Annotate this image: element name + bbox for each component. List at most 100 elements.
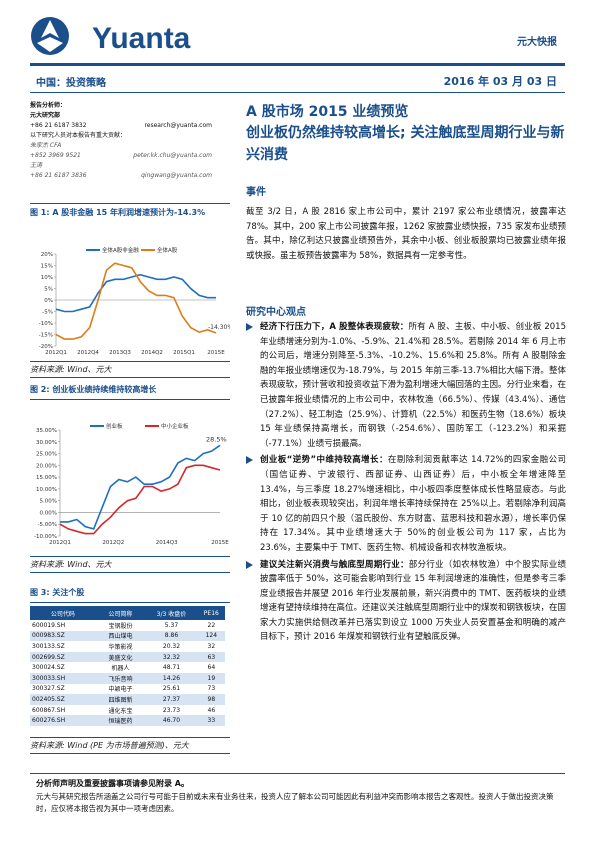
table-cell: 恒瑞医药 xyxy=(95,715,146,726)
stock-table: 公司代码 公司简称 3/3 收盘价 PE16 600019.SH 宝钢股份 5.37 22 0… xyxy=(30,606,225,726)
contributor-email[interactable]: qingwang@yuanta.com xyxy=(141,172,212,179)
figure-3-source: 资料来源: Wind (PE 为市场普遍预测)、元大 xyxy=(30,741,189,750)
y-tick-label: 35.00% xyxy=(36,428,57,434)
table-cell: 600019.SH xyxy=(32,621,66,629)
table-cell: 23.73 xyxy=(162,706,181,714)
viewpoint-text: 所有 A 股、主板、中小板、创业板 2015 年业绩增速分别为-1.0%、-5.… xyxy=(260,322,567,449)
y-tick-label: -15% xyxy=(39,333,53,339)
contributor-phone: +86 21 6187 3836 xyxy=(30,172,87,179)
brand-name: Yuanta xyxy=(92,22,191,55)
contributor-name: 朱家杰 CFA xyxy=(30,142,62,149)
table-cell: 63 xyxy=(197,651,225,663)
y-tick-label: 0% xyxy=(44,298,53,304)
y-tick-label: -10.00% xyxy=(34,534,57,540)
table-cell: 300133.SZ xyxy=(32,642,65,650)
table-cell: 西山煤电 xyxy=(95,630,146,642)
figure-2: 图 2: 创业板业绩持续维持较高增长 xyxy=(30,384,230,400)
source-rule xyxy=(30,753,230,754)
table-row: 002405.SZ 四维图新 27.37 98 xyxy=(30,694,225,705)
x-tick-label: 2015E xyxy=(207,350,225,356)
table-cell: 机器人 xyxy=(111,665,130,673)
analyst-label: 报告分析师： xyxy=(30,102,67,109)
legend-label: 创业板 xyxy=(106,422,123,430)
table-cell: 124 xyxy=(197,630,225,642)
series-line-1 xyxy=(55,273,216,313)
y-tick-label: 15.00% xyxy=(36,475,57,481)
source-rule xyxy=(30,572,230,573)
x-tick-label: 2014Q2 xyxy=(141,350,163,356)
y-tick-label: 15% xyxy=(41,264,53,270)
x-tick-label: 2012Q1 xyxy=(45,350,67,356)
table-cell: 四维图新 xyxy=(95,694,146,705)
contributor-name: 王涛 xyxy=(30,162,43,169)
table-cell: 19 xyxy=(197,672,225,684)
table-cell: 20.32 xyxy=(162,642,181,650)
y-tick-label: 30.00% xyxy=(36,440,57,446)
contributor-contact: +86 21 6187 3836 qingwang@yuanta.com xyxy=(30,171,230,181)
table-row: 600867.SH 通化东宝 23.73 46 xyxy=(30,705,225,716)
y-tick-label: 5% xyxy=(44,287,53,293)
y-tick-label: 25.00% xyxy=(36,452,57,458)
legend-label: 全体A股 xyxy=(157,246,178,254)
table-cell: 002405.SZ xyxy=(30,694,96,705)
disclosure-text: 元大与其研究报告所涵盖之公司行号可能于目前或未来有业务往来，投资人应了解本公司可… xyxy=(36,792,554,813)
viewpoint-item: 建议关注新兴消费与触底型周期行业：部分行业（如农林牧渔）中个股实际业绩披露率低于… xyxy=(246,558,566,646)
analyst-email[interactable]: research@yuanta.com xyxy=(144,122,212,129)
source-rule xyxy=(30,556,230,557)
table-header-row: 公司代码 公司简称 3/3 收盘价 PE16 xyxy=(30,606,225,620)
viewpoint-text: 部分行业（如农林牧渔）中个股实际业绩披露率低于 50%，这可能会影响到行业 15… xyxy=(260,559,567,643)
y-tick-label: -10% xyxy=(39,321,53,327)
table-cell: 华策影视 xyxy=(108,643,133,651)
legend-label: 全体A股非金融 xyxy=(102,246,139,254)
table-row: 300133.SZ 华策影视 20.32 32 xyxy=(30,641,225,652)
table-row: 002699.SZ 美盛文化 32.32 63 xyxy=(30,651,225,663)
annotation-label: 28.5% xyxy=(206,435,227,443)
table-cell: 25.61 xyxy=(162,685,181,693)
table-row: 300024.SZ 机器人 48.71 64 xyxy=(30,662,225,673)
table-cell: 64 xyxy=(207,664,216,672)
footer-rule xyxy=(30,773,565,774)
figure-2-title: 图 2: 创业板业绩持续维持较高增长 xyxy=(30,385,157,394)
y-tick-label: 20.00% xyxy=(36,463,57,469)
stock-table-wrap: 公司代码 公司简称 3/3 收盘价 PE16 600019.SH 宝钢股份 5.37 22 0… xyxy=(30,606,225,726)
table-header-cell: 公司代码 xyxy=(30,606,96,620)
header-rule-thin xyxy=(30,92,565,93)
y-tick-label: 20% xyxy=(41,252,53,258)
x-tick-label: 2012Q4 xyxy=(77,350,99,356)
source-rule xyxy=(30,361,230,362)
table-cell: 中颖电子 xyxy=(108,686,133,694)
figure-rule xyxy=(30,399,230,400)
bullet-triangle-icon xyxy=(246,323,253,331)
y-tick-label: -5.00% xyxy=(38,522,57,528)
table-row: 300033.SH 飞乐音响 14.26 19 xyxy=(30,672,225,684)
report-subtitle: 创业板仍然维持较高增长; 关注触底型周期行业与新兴消费 xyxy=(246,125,565,163)
series-line-1 xyxy=(60,444,221,530)
bullet-triangle-icon xyxy=(246,456,253,465)
report-category: 中国：投资策略 xyxy=(36,78,106,89)
table-row: 600276.SH 恒瑞医药 46.70 33 xyxy=(30,715,225,726)
x-tick-label: 2013Q3 xyxy=(109,350,131,356)
table-cell: 8.86 xyxy=(145,630,198,642)
table-cell: 000983.SZ xyxy=(30,630,96,642)
figure-2-source: 资料来源: Wind、元大 xyxy=(30,560,112,569)
table-cell: 32.32 xyxy=(145,651,198,663)
analyst-firm: 元大研究部 xyxy=(30,112,61,119)
disclosure-heading: 分析师声明及重要披露事项请参见附录 A。 xyxy=(36,779,189,788)
x-tick-label: 2015Q1 xyxy=(173,350,195,356)
table-header-cell: 公司简称 xyxy=(95,606,146,620)
table-cell: 48.71 xyxy=(162,664,181,672)
viewpoint-item: 经济下行压力下，A 股整体表现疲软：所有 A 股、主板、中小板、创业板 2015… xyxy=(246,320,566,451)
table-cell: 300024.SZ xyxy=(32,664,65,672)
report-date: 2016 年 03 月 03 日 xyxy=(443,75,557,88)
event-heading: 事件 xyxy=(246,187,266,198)
table-cell: 32 xyxy=(207,642,216,650)
table-row: 300327.SZ 中颖电子 25.61 73 xyxy=(30,684,225,695)
y-tick-label: 10.00% xyxy=(36,487,57,493)
contributor-email[interactable]: peter.kk.chu@yuanta.com xyxy=(133,152,212,159)
figure-rule xyxy=(30,602,230,603)
figure-1-title: 图 1: A 股非金融 15 年利润增速预计为-14.3% xyxy=(30,208,206,217)
table-cell: 46 xyxy=(207,706,216,714)
table-cell: 300033.SH xyxy=(30,672,96,684)
viewpoint-text: 在剔除利润贡献率达 14.72%的四家金融公司（国信证券、宁波银行、西部证券、山… xyxy=(260,455,566,553)
table-cell: 46.70 xyxy=(145,715,198,726)
